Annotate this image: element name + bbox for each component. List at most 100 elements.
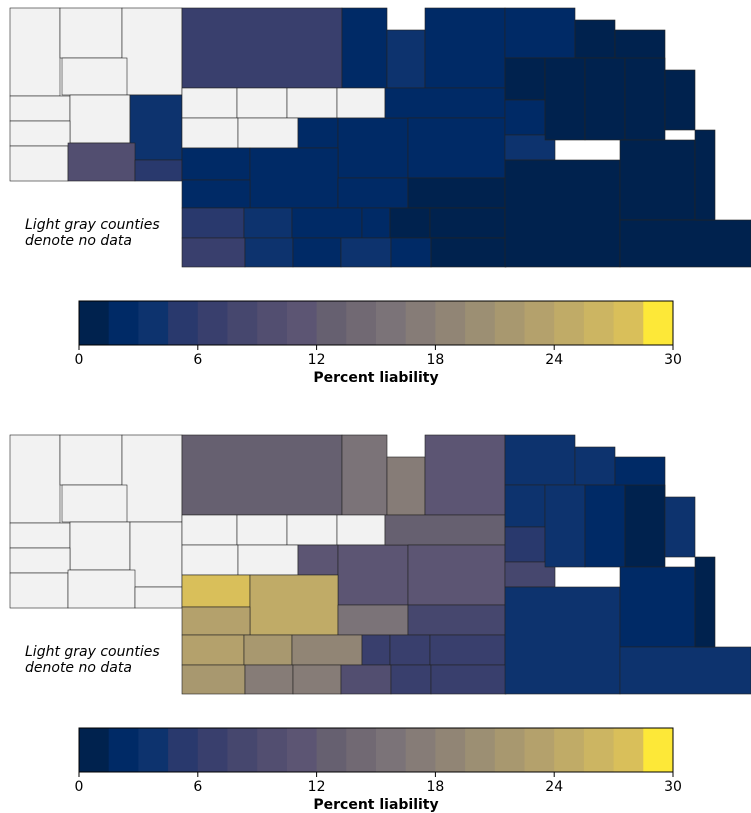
colorbar-bin <box>554 301 585 345</box>
county <box>181 7 343 89</box>
colorbar-bin <box>643 301 674 345</box>
colorbar-bin <box>494 728 525 772</box>
county <box>504 57 546 101</box>
county <box>181 179 251 209</box>
county <box>297 544 339 576</box>
county <box>243 207 293 239</box>
county <box>237 544 299 576</box>
colorbar-bin <box>554 728 585 772</box>
colorbar-bin <box>286 728 318 772</box>
colorbar-bin <box>465 301 496 345</box>
county <box>249 147 339 209</box>
county <box>237 117 299 149</box>
county <box>504 526 546 563</box>
colorbar-tick-label: 12 <box>308 352 326 368</box>
colorbar-bin <box>316 301 347 345</box>
county <box>9 7 61 97</box>
county <box>181 606 251 636</box>
county <box>430 237 507 268</box>
colorbar-bin <box>227 728 258 772</box>
colorbar-bin <box>435 728 466 772</box>
county <box>9 547 71 574</box>
county <box>361 207 391 239</box>
county <box>574 446 616 486</box>
colorbar-tick-label: 6 <box>193 352 202 368</box>
county <box>407 117 506 179</box>
county <box>619 139 696 221</box>
county <box>181 514 238 546</box>
colorbar-bin <box>583 301 615 345</box>
county <box>340 237 392 268</box>
county <box>134 586 183 609</box>
county <box>341 434 388 516</box>
county <box>407 544 506 606</box>
colorbar-frame <box>78 727 674 773</box>
county <box>286 87 338 119</box>
colorbar-bin <box>197 728 228 772</box>
county <box>9 434 61 524</box>
county <box>429 207 506 239</box>
county <box>181 544 239 576</box>
county <box>291 634 363 666</box>
county <box>664 496 696 558</box>
colorbar-label: Percent liability <box>313 370 438 386</box>
county <box>624 484 666 568</box>
county <box>297 117 339 149</box>
colorbar-bin <box>346 301 377 345</box>
county <box>341 7 388 89</box>
county <box>121 434 183 523</box>
county <box>181 664 246 695</box>
county <box>9 572 69 609</box>
colorbar-tick-label: 0 <box>75 352 84 368</box>
county <box>9 120 71 147</box>
colorbar-bin <box>316 728 347 772</box>
county <box>121 7 183 96</box>
county <box>236 87 288 119</box>
county <box>504 99 546 136</box>
colorbar-bin <box>257 301 288 345</box>
colorbar-bin <box>405 728 436 772</box>
county <box>61 57 128 96</box>
county <box>336 87 386 119</box>
county <box>249 574 339 636</box>
county <box>384 514 506 546</box>
county <box>9 95 71 122</box>
county <box>504 586 621 695</box>
colorbar-tick-label: 30 <box>664 779 682 795</box>
county <box>181 87 238 119</box>
county <box>61 484 128 523</box>
county <box>584 57 626 141</box>
annotation: denote no data <box>25 233 132 249</box>
county <box>67 569 136 609</box>
county <box>619 219 751 268</box>
county <box>69 521 131 571</box>
county <box>292 237 342 268</box>
county <box>619 646 751 695</box>
county <box>181 207 245 239</box>
annotation: Light gray counties <box>25 217 160 233</box>
county <box>361 634 391 666</box>
county <box>504 484 546 528</box>
county <box>292 664 342 695</box>
county <box>574 19 616 59</box>
county <box>181 117 239 149</box>
county <box>544 484 586 568</box>
colorbar-bin <box>286 301 318 345</box>
colorbar-bin <box>643 728 674 772</box>
county <box>181 434 343 516</box>
county <box>407 604 506 636</box>
colorbar-bin <box>405 301 436 345</box>
colorbar-bin <box>79 301 110 345</box>
county <box>584 484 626 568</box>
county <box>67 142 136 182</box>
colorbar-tick-label: 18 <box>426 779 444 795</box>
county <box>181 574 251 608</box>
county <box>430 664 507 695</box>
county <box>69 94 131 144</box>
county <box>134 159 183 182</box>
county <box>424 434 506 516</box>
county <box>619 566 696 648</box>
colorbar-bin <box>583 728 615 772</box>
colorbar-bin <box>435 301 466 345</box>
county <box>59 434 123 486</box>
